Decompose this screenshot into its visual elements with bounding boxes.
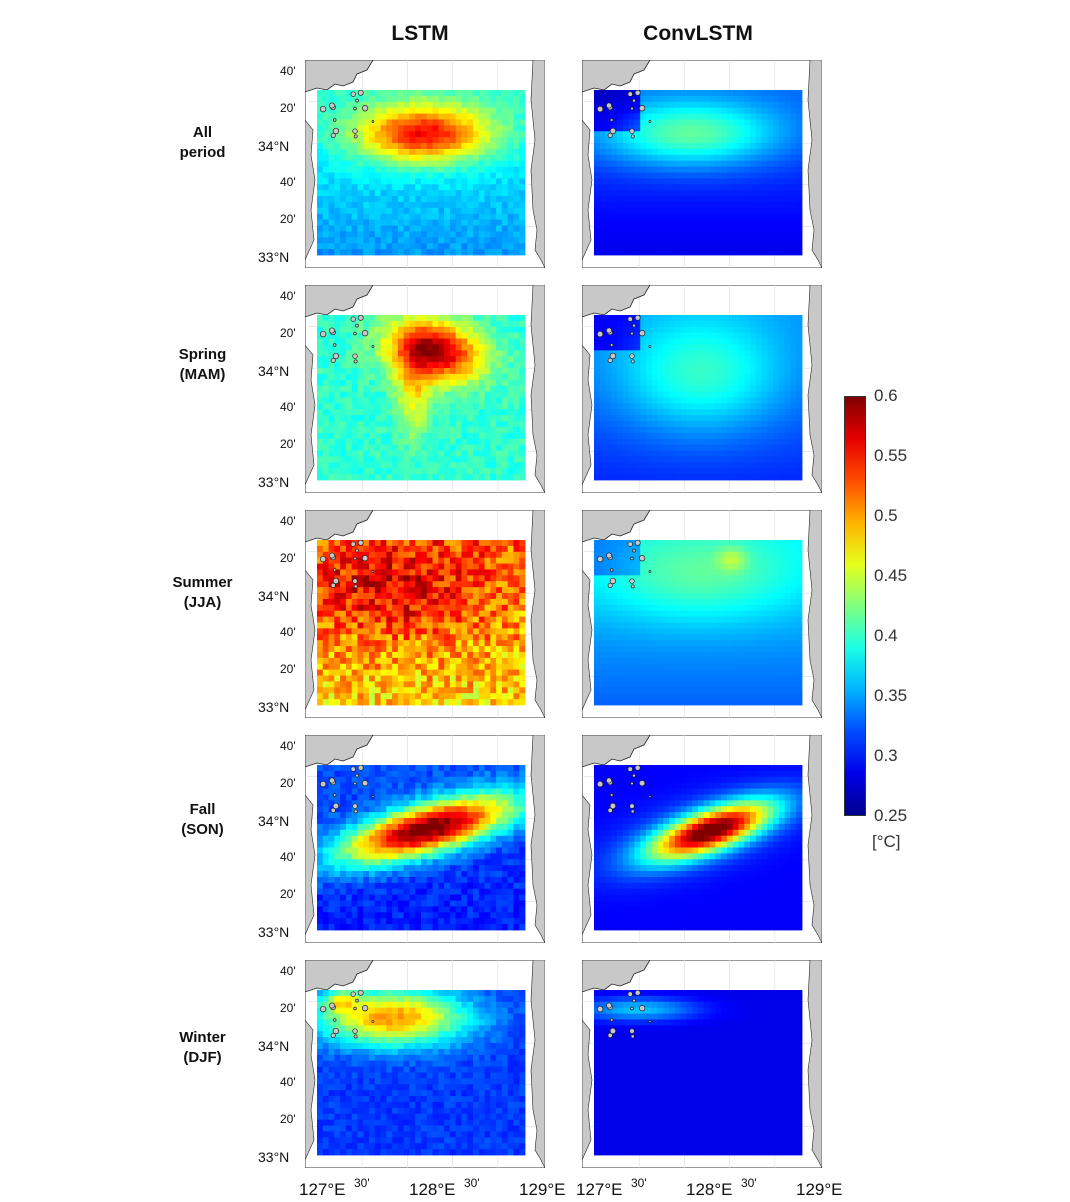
latitude-tick-label: 20' (280, 1112, 296, 1126)
longitude-tick-label: 128°E (686, 1180, 733, 1199)
row-label-winter: Winter (DJF) (179, 1029, 226, 1066)
longitude-tick-label: 30' (464, 1176, 480, 1190)
latitude-tick-label: 34°N (258, 813, 290, 829)
latitude-tick-label: 20' (280, 662, 296, 676)
latitude-tick-label: 20' (280, 551, 296, 565)
colorbar-unit: [°C] (872, 832, 901, 851)
latitude-tick-label: 33°N (258, 699, 290, 715)
column-title-convlstm: ConvLSTM (643, 22, 753, 45)
colorbar-tick-label: 0.3 (874, 746, 898, 765)
map-convlstm-all-period (582, 60, 822, 268)
latitude-tick-label: 20' (280, 1001, 296, 1015)
heatmap-field (317, 90, 526, 256)
latitude-tick-label: 34°N (258, 138, 290, 154)
longitude-tick-label: 30' (631, 1176, 647, 1190)
latitude-tick-label: 20' (280, 887, 296, 901)
row-label-all-period: All period (179, 124, 226, 161)
latitude-tick-label: 20' (280, 326, 296, 340)
heatmap-field (317, 765, 526, 931)
heatmap-field (594, 540, 803, 706)
row-label-fall: Fall (SON) (181, 801, 224, 838)
latitude-tick-label: 34°N (258, 363, 290, 379)
latitude-tick-label: 40' (280, 175, 296, 189)
latitude-tick-label: 40' (280, 850, 296, 864)
latitude-tick-label: 33°N (258, 1149, 290, 1165)
longitude-tick-label: 129°E (796, 1180, 843, 1199)
colorbar-tick-label: 0.6 (874, 386, 898, 405)
latitude-tick-label: 33°N (258, 249, 290, 265)
latitude-tick-label: 40' (280, 514, 296, 528)
colorbar-tick-label: 0.55 (874, 446, 908, 465)
latitude-tick-label: 40' (280, 289, 296, 303)
latitude-tick-label: 20' (280, 101, 296, 115)
latitude-tick-label: 40' (280, 400, 296, 414)
heatmap-field (317, 315, 526, 481)
latitude-tick-label: 33°N (258, 474, 290, 490)
longitude-tick-label: 30' (741, 1176, 757, 1190)
row-label-summer: Summer (JJA) (172, 574, 233, 611)
latitude-tick-label: 40' (280, 64, 296, 78)
longitude-tick-label: 129°E (519, 1180, 566, 1199)
latitude-tick-label: 40' (280, 1075, 296, 1089)
latitude-tick-label: 20' (280, 776, 296, 790)
latitude-tick-label: 40' (280, 964, 296, 978)
map-lstm-fall (305, 735, 545, 943)
latitude-tick-label: 34°N (258, 588, 290, 604)
colorbar (844, 396, 866, 816)
column-title-lstm: LSTM (391, 22, 449, 45)
longitude-tick-label: 128°E (409, 1180, 456, 1199)
heatmap-field (594, 90, 803, 256)
map-convlstm-fall (582, 735, 822, 943)
map-lstm-all-period (305, 60, 545, 268)
colorbar-tick-label: 0.5 (874, 506, 898, 525)
colorbar-tick-label: 0.45 (874, 566, 908, 585)
latitude-tick-label: 33°N (258, 924, 290, 940)
latitude-tick-label: 40' (280, 625, 296, 639)
longitude-tick-label: 30' (354, 1176, 370, 1190)
longitude-tick-label: 127°E (299, 1180, 346, 1199)
heatmap-field (594, 765, 803, 931)
map-lstm-summer (305, 510, 545, 718)
map-lstm-winter (305, 960, 545, 1168)
row-label-spring: Spring (MAM) (178, 346, 227, 383)
map-lstm-spring (305, 285, 545, 493)
heatmap-field (317, 990, 526, 1156)
latitude-tick-label: 34°N (258, 1038, 290, 1054)
map-convlstm-winter (582, 960, 822, 1168)
heatmap-field (594, 990, 803, 1156)
map-convlstm-spring (582, 285, 822, 493)
map-convlstm-summer (582, 510, 822, 718)
colorbar-tick-label: 0.4 (874, 626, 898, 645)
latitude-tick-label: 20' (280, 437, 296, 451)
heatmap-field (317, 540, 526, 706)
colorbar-tick-label: 0.35 (874, 686, 908, 705)
latitude-tick-label: 20' (280, 212, 296, 226)
colorbar-tick-label: 0.25 (874, 806, 908, 825)
heatmap-field (594, 315, 803, 481)
longitude-tick-label: 127°E (576, 1180, 623, 1199)
latitude-tick-label: 40' (280, 739, 296, 753)
